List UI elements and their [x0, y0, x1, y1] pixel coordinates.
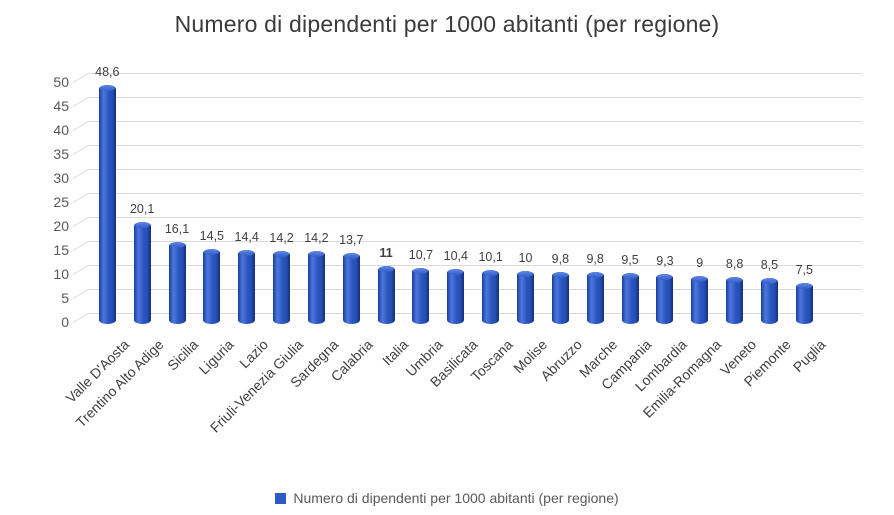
bar	[307, 250, 325, 324]
y-axis-tick	[72, 241, 89, 251]
bar-value-label: 10,4	[443, 248, 468, 263]
bar	[551, 271, 569, 324]
bar-value-label: 9,5	[621, 253, 639, 268]
bar-value-label: 16,1	[164, 221, 190, 236]
gridline	[88, 241, 862, 242]
legend-marker-icon	[275, 492, 287, 504]
y-axis-tick-label: 30	[53, 170, 69, 186]
gridline	[88, 265, 862, 266]
gridline	[88, 73, 862, 74]
bar-value-label: 9,3	[656, 254, 674, 269]
bar	[273, 250, 291, 324]
bar	[377, 266, 395, 324]
bar	[760, 278, 778, 324]
bar-value-label: 11	[379, 246, 393, 261]
bar-value-label: 14,2	[304, 230, 329, 245]
bar	[621, 273, 639, 324]
bar-value-label: 14,4	[234, 229, 259, 244]
bar-value-label: 14,5	[199, 229, 225, 244]
bar	[517, 270, 534, 324]
gridline	[88, 217, 862, 218]
bar	[586, 271, 604, 324]
bar	[482, 270, 500, 324]
gridline	[88, 313, 862, 314]
y-axis-tick	[72, 145, 89, 155]
bar	[691, 275, 709, 324]
legend: Numero di dipendenti per 1000 abitanti (…	[0, 490, 894, 506]
x-axis-category-label: Puglia	[790, 336, 829, 376]
y-axis-tick	[72, 169, 89, 179]
y-axis-tick-label: 45	[53, 98, 69, 114]
bar	[726, 276, 744, 324]
y-axis-tick-label: 0	[61, 314, 69, 330]
y-axis-tick-label: 35	[53, 146, 69, 162]
bar-value-label: 10,1	[478, 250, 503, 265]
bar-value-label: 7,5	[795, 262, 813, 277]
y-axis-tick-label: 5	[61, 290, 69, 306]
gridline	[88, 121, 862, 122]
bar	[203, 249, 221, 324]
gridline	[88, 97, 862, 98]
bar	[795, 282, 813, 324]
y-axis-tick	[72, 97, 89, 107]
bar	[447, 268, 465, 324]
bar	[342, 253, 360, 324]
y-axis-tick	[72, 265, 89, 275]
bar-value-label: 9,8	[551, 251, 570, 266]
bar-value-label: 20,1	[129, 202, 155, 217]
bar	[656, 274, 674, 324]
bar	[133, 222, 151, 324]
y-axis-tick	[72, 313, 89, 323]
bar-value-label: 9	[696, 255, 704, 270]
y-axis-tick	[72, 121, 89, 131]
bar	[412, 267, 430, 324]
y-axis-tick-label: 50	[53, 74, 69, 90]
bar-value-label: 13,7	[339, 233, 364, 248]
y-axis-tick-label: 25	[53, 194, 69, 210]
legend-label: Numero di dipendenti per 1000 abitanti (…	[293, 490, 619, 506]
bar	[168, 241, 186, 324]
y-axis-tick	[72, 289, 89, 299]
y-axis-tick-label: 40	[53, 122, 69, 138]
x-axis-category-label: Sicilia	[164, 336, 202, 374]
y-axis-tick-label: 15	[53, 242, 69, 258]
y-axis-tick-label: 10	[53, 266, 69, 282]
x-axis-category-label: Liguria	[195, 336, 237, 378]
bar	[238, 249, 256, 324]
gridline	[88, 193, 862, 194]
bar-value-label: 9,8	[586, 251, 604, 266]
gridline	[88, 145, 862, 146]
bar-value-label: 14,2	[269, 230, 294, 245]
bar-value-label: 8,8	[725, 256, 744, 271]
bar-value-label: 48,6	[95, 65, 120, 80]
chart-title: Numero di dipendenti per 1000 abitanti (…	[174, 11, 720, 37]
y-axis-tick	[72, 193, 89, 203]
y-axis-tick-label: 20	[53, 218, 69, 234]
bar	[98, 85, 116, 324]
bar-value-label: 10,7	[408, 247, 434, 262]
bar-value-label: 10	[518, 250, 533, 265]
bar-value-label: 8,5	[760, 258, 779, 273]
gridline	[88, 169, 862, 170]
gridline	[88, 289, 862, 290]
y-axis-tick	[72, 217, 89, 227]
